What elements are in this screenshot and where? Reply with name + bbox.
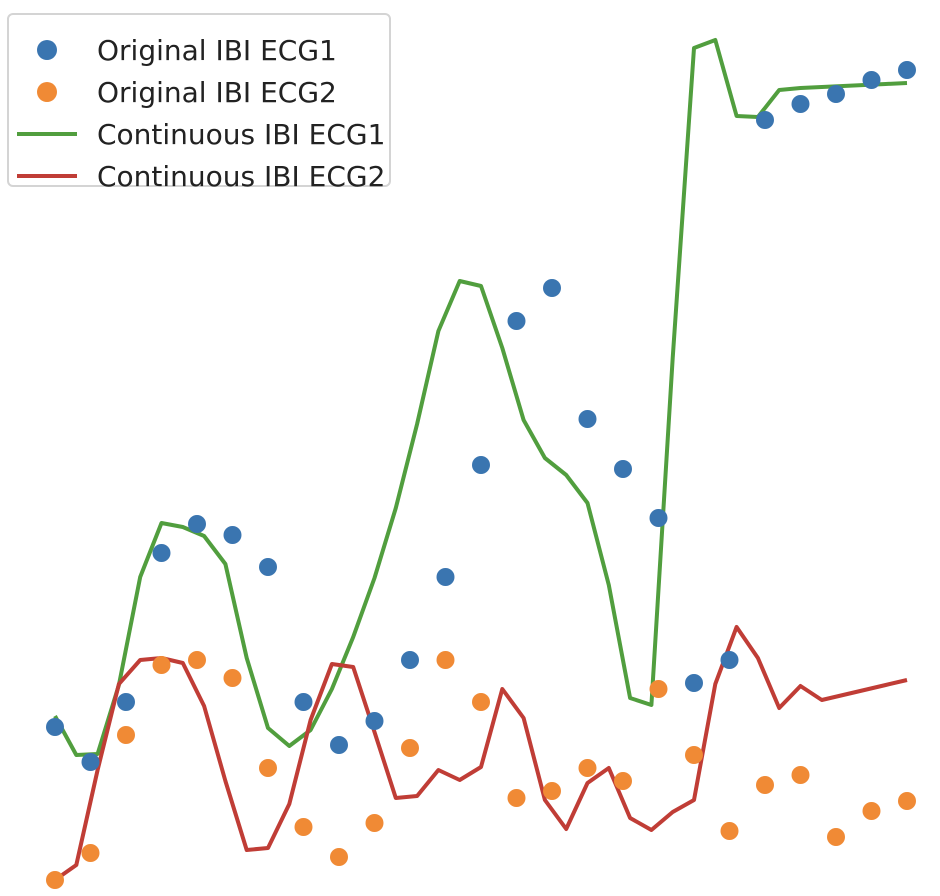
series-1-point-14: [543, 782, 561, 800]
series-0-point-8: [330, 736, 348, 754]
series-1-point-8: [330, 848, 348, 866]
series-1-point-9: [365, 814, 384, 832]
marker-dot-icon: [37, 82, 57, 102]
series-1-point-7: [294, 818, 313, 836]
series-1-point-10: [401, 739, 419, 757]
series-1-point-5: [223, 669, 242, 687]
series-1-point-17: [649, 680, 668, 698]
series-0-point-19: [720, 651, 739, 669]
series-0-point-23: [862, 71, 881, 89]
legend: Original IBI ECG1 Original IBI ECG2 Cont…: [7, 13, 391, 193]
series-1-point-18: [685, 746, 703, 764]
series-0-point-22: [827, 85, 845, 103]
legend-swatch-continuous-ecg1: [15, 113, 77, 155]
legend-item-original-ecg1: Original IBI ECG1: [9, 29, 337, 71]
legend-label-continuous-ecg2: Continuous IBI ECG2: [97, 159, 386, 193]
series-0-point-4: [188, 515, 206, 533]
series-0-point-21: [791, 95, 810, 113]
series-1-point-1: [81, 844, 100, 862]
marker-dot-icon: [37, 40, 57, 60]
series-0-point-5: [223, 526, 242, 544]
series-1-point-16: [614, 772, 632, 790]
series-0-point-1: [81, 753, 100, 771]
series-1-point-21: [791, 766, 810, 784]
series-0-point-3: [152, 544, 171, 562]
series-0-point-7: [294, 693, 313, 711]
series-0-point-11: [436, 568, 455, 586]
series-1-point-13: [507, 789, 526, 807]
legend-swatch-original-ecg2: [15, 71, 77, 113]
legend-label-continuous-ecg1: Continuous IBI ECG1: [97, 117, 386, 151]
series-0-point-20: [756, 111, 774, 129]
legend-item-continuous-ecg2: Continuous IBI ECG2: [9, 155, 385, 197]
series-0-point-6: [259, 558, 277, 576]
series-line-3: [53, 625, 908, 882]
series-1-point-23: [862, 802, 881, 820]
series-1-point-4: [188, 651, 206, 669]
series-1-point-2: [117, 726, 135, 744]
series-0-point-17: [649, 509, 668, 527]
legend-swatch-original-ecg1: [15, 29, 77, 71]
series-0-point-0: [46, 718, 64, 736]
legend-swatch-continuous-ecg2: [15, 155, 77, 197]
line-segment-icon: [17, 174, 77, 178]
series-1-point-19: [720, 822, 739, 840]
series-1-point-6: [259, 759, 277, 777]
series-1-point-12: [472, 693, 490, 711]
series-0-point-12: [472, 456, 490, 474]
series-0-point-16: [614, 460, 632, 478]
series-1-point-24: [898, 792, 916, 810]
series-1-point-15: [578, 759, 597, 777]
legend-label-original-ecg2: Original IBI ECG2: [97, 75, 337, 109]
legend-item-original-ecg2: Original IBI ECG2: [9, 71, 337, 113]
series-0-point-14: [543, 279, 561, 297]
legend-item-continuous-ecg1: Continuous IBI ECG1: [9, 113, 385, 155]
series-0-point-24: [898, 61, 916, 79]
series-1-point-3: [152, 656, 171, 674]
series-0-point-9: [365, 712, 384, 730]
series-1-point-22: [827, 828, 845, 846]
series-0-point-18: [685, 674, 703, 692]
series-1-point-11: [436, 651, 455, 669]
legend-label-original-ecg1: Original IBI ECG1: [97, 33, 337, 67]
series-1-point-20: [756, 776, 774, 794]
series-0-point-15: [578, 410, 597, 428]
series-0-point-2: [117, 693, 135, 711]
line-segment-icon: [17, 132, 77, 136]
series-0-point-13: [507, 312, 526, 330]
series-0-point-10: [401, 651, 419, 669]
series-1-point-0: [46, 871, 64, 889]
